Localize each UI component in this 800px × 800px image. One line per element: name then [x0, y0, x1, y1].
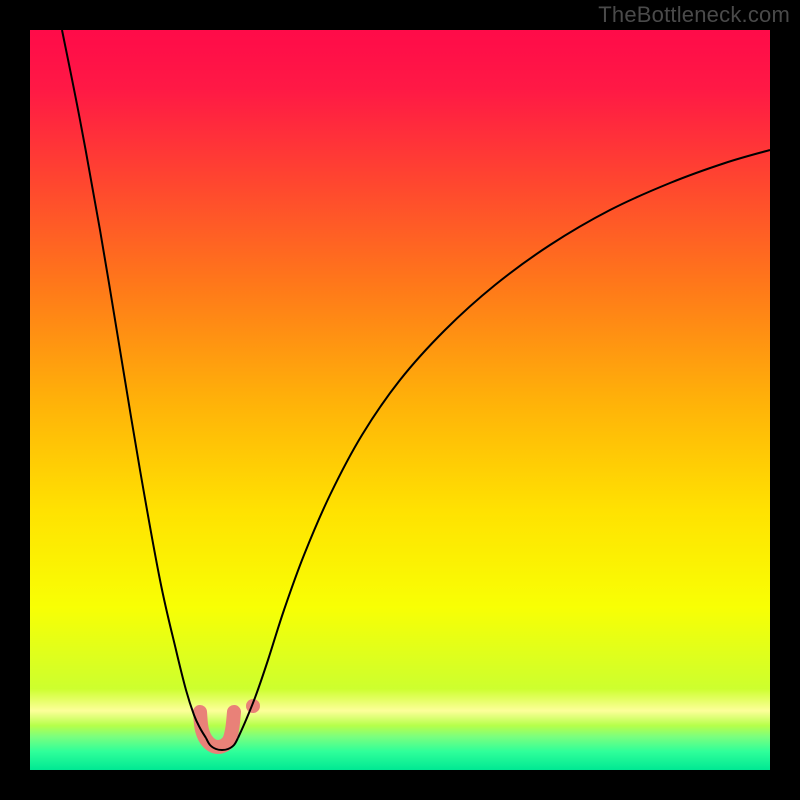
bottleneck-curves [0, 0, 800, 800]
watermark-text: TheBottleneck.com [598, 2, 790, 28]
highlight-u-mark [200, 712, 234, 747]
curve-left [62, 30, 206, 738]
curve-right [238, 150, 770, 738]
chart-frame: TheBottleneck.com [0, 0, 800, 800]
